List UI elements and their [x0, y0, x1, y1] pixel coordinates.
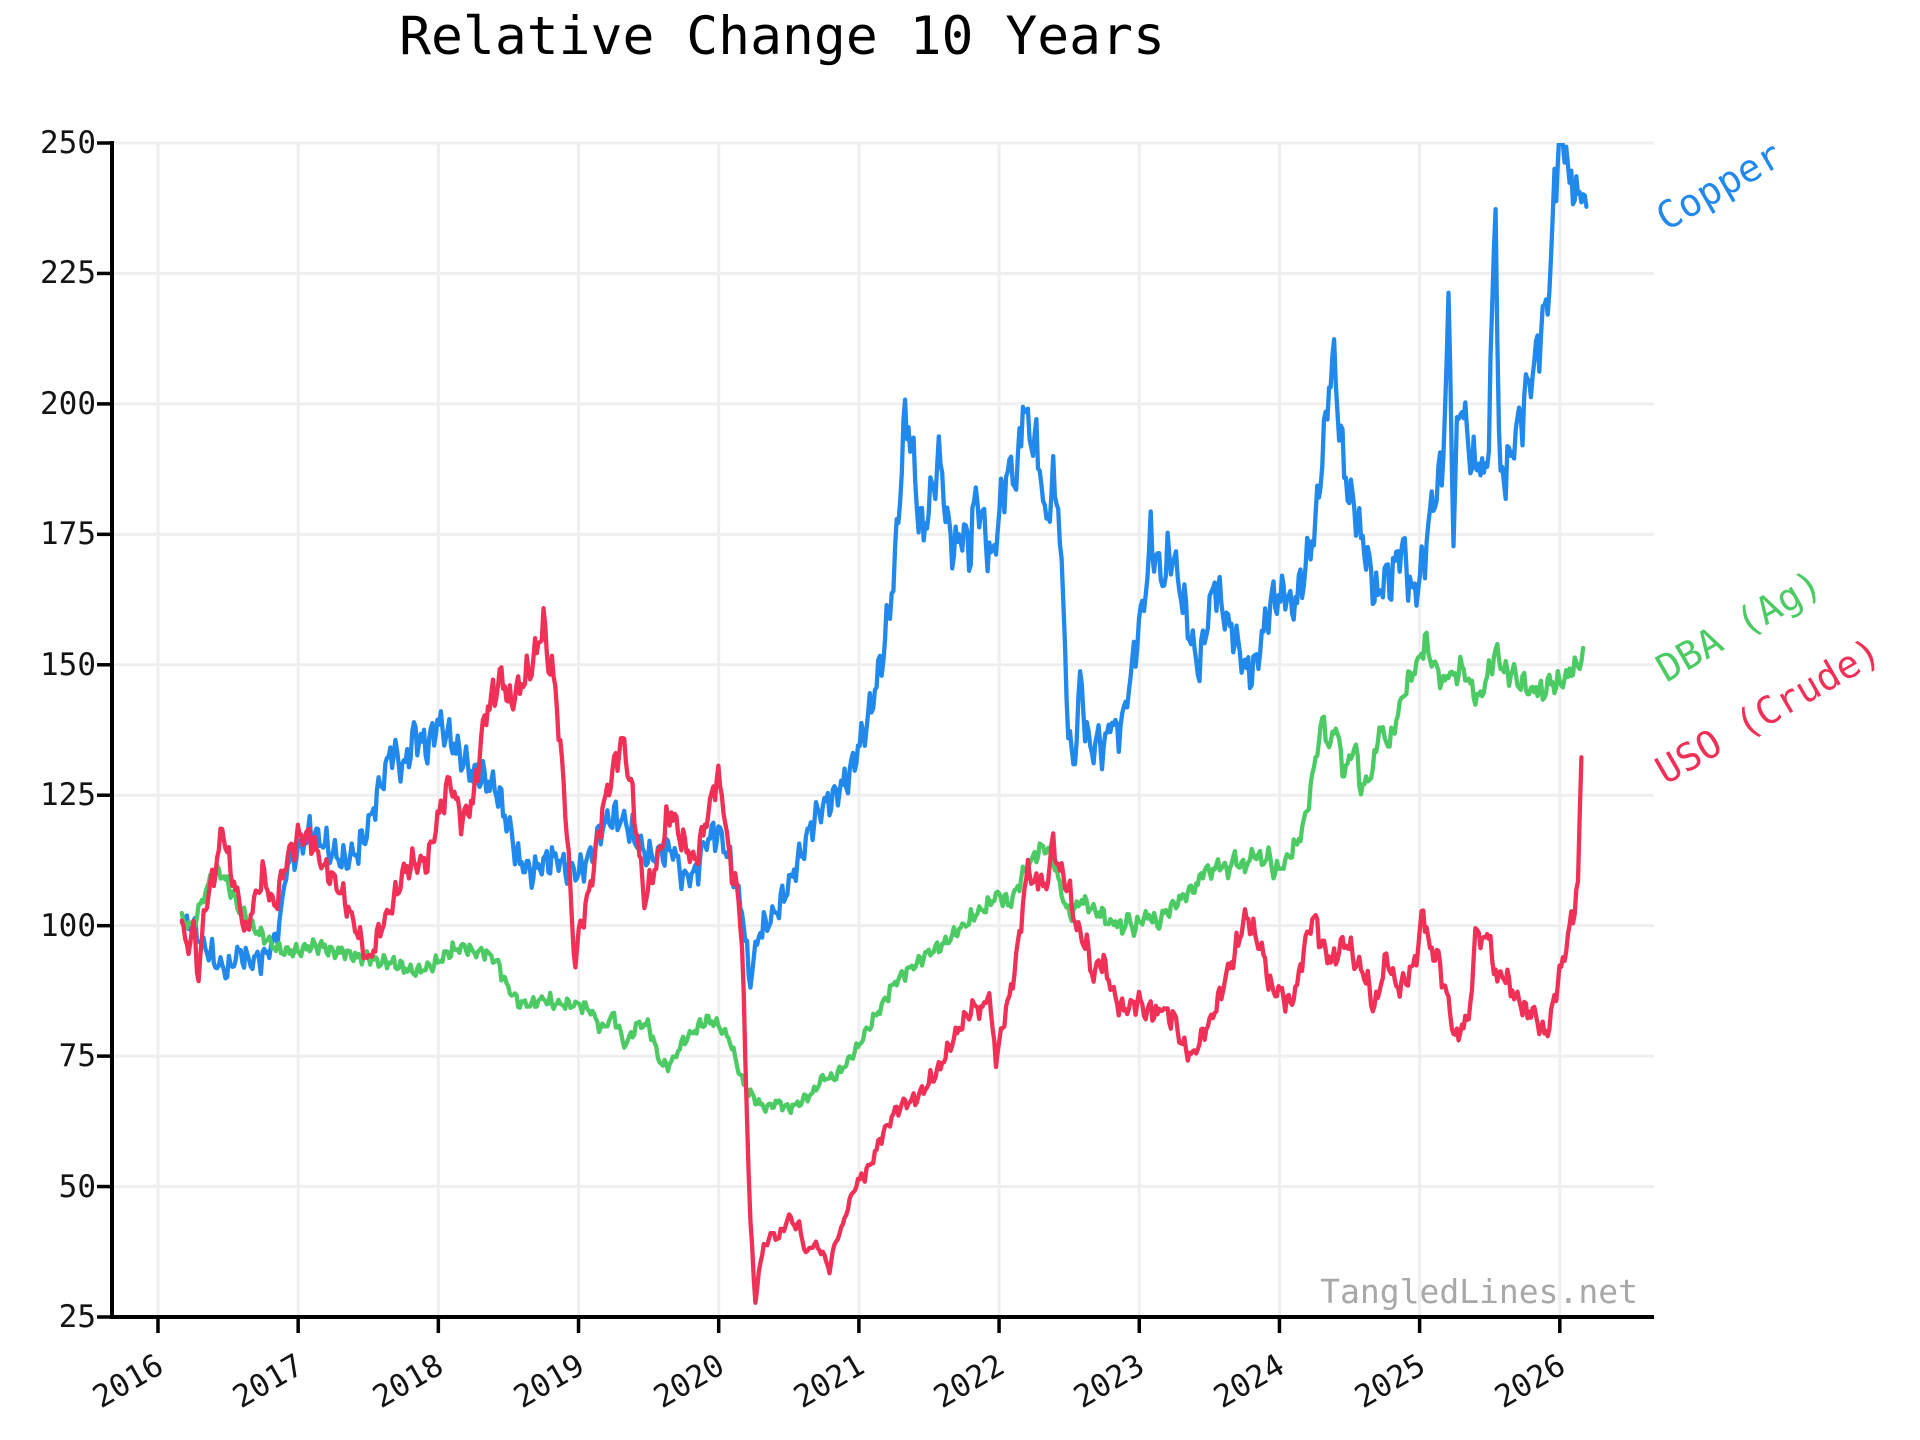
y-tick-label: 125 — [40, 777, 96, 814]
series-line-uso — [179, 606, 1584, 1305]
y-tick-label: 200 — [40, 385, 96, 422]
series-line-dba — [179, 630, 1586, 1116]
chart-title: Relative Change 10 Years — [399, 6, 1165, 67]
y-tick-label: 50 — [58, 1168, 96, 1205]
y-tick-label: 100 — [40, 907, 96, 944]
watermark: TangledLines.net — [1320, 1272, 1638, 1311]
y-tick-label: 75 — [58, 1038, 96, 1075]
y-tick-label: 225 — [40, 255, 96, 292]
y-tick-label: 175 — [40, 516, 96, 553]
y-tick-label: 250 — [40, 125, 96, 161]
y-tick-label: 25 — [58, 1299, 96, 1335]
y-tick-label: 150 — [40, 646, 96, 683]
series-line-copper — [179, 143, 1589, 990]
